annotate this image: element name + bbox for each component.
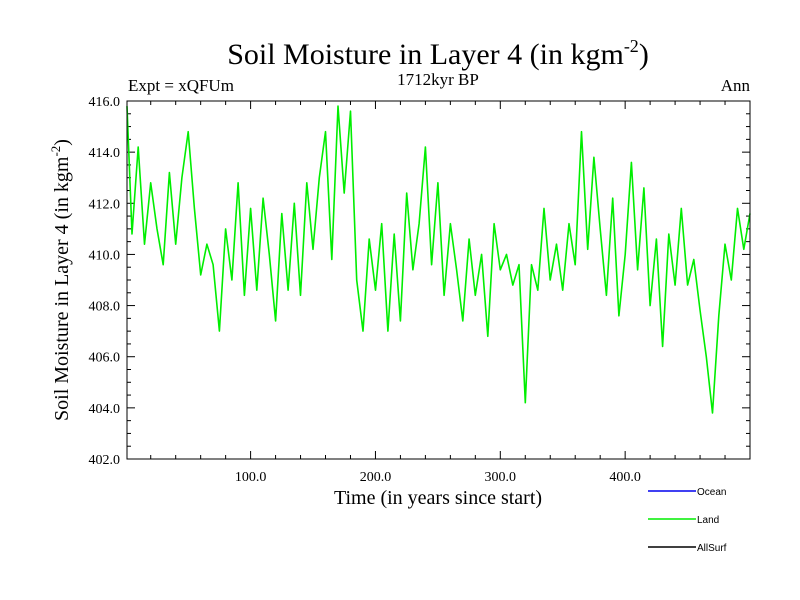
- legend-label-land: Land: [697, 515, 719, 526]
- series-layer: [126, 105, 751, 414]
- season-label: Ann: [721, 76, 751, 95]
- x-axis-label: Time (in years since start): [334, 487, 542, 509]
- legend-label-ocean: Ocean: [697, 487, 726, 498]
- experiment-label: Expt = xQFUm: [128, 76, 234, 95]
- x-tick-label: 400.0: [609, 470, 641, 485]
- y-tick-label: 408.0: [89, 300, 121, 315]
- plot-frame: [126, 100, 751, 460]
- y-axis-ticks: 402.0 404.0 406.0 408.0 410.0 412.0 414.0 416.0: [89, 95, 750, 468]
- y-tick-label: 406.0: [89, 351, 121, 366]
- chart-title: Soil Moisture in Layer 4 (in kgm-2): [227, 36, 649, 71]
- x-tick-label: 300.0: [485, 470, 517, 485]
- y-tick-label: 404.0: [89, 402, 121, 417]
- y-tick-label: 416.0: [89, 95, 121, 110]
- legend: Ocean Land AllSurf: [648, 487, 727, 554]
- x-tick-label: 200.0: [360, 470, 392, 485]
- y-tick-label: 402.0: [89, 453, 121, 468]
- series-line-land: [126, 105, 751, 414]
- x-tick-label: 100.0: [235, 470, 267, 485]
- y-tick-label: 412.0: [89, 197, 121, 212]
- legend-label-allsurf: AllSurf: [697, 543, 727, 554]
- x-axis-ticks: 100.0 200.0 300.0 400.0: [150, 101, 726, 485]
- y-tick-label: 414.0: [89, 146, 121, 161]
- time-period-label: 1712kyr BP: [397, 70, 479, 89]
- y-tick-label: 410.0: [89, 248, 121, 263]
- y-axis-label: Soil Moisture in Layer 4 (in kgm-2): [48, 139, 73, 421]
